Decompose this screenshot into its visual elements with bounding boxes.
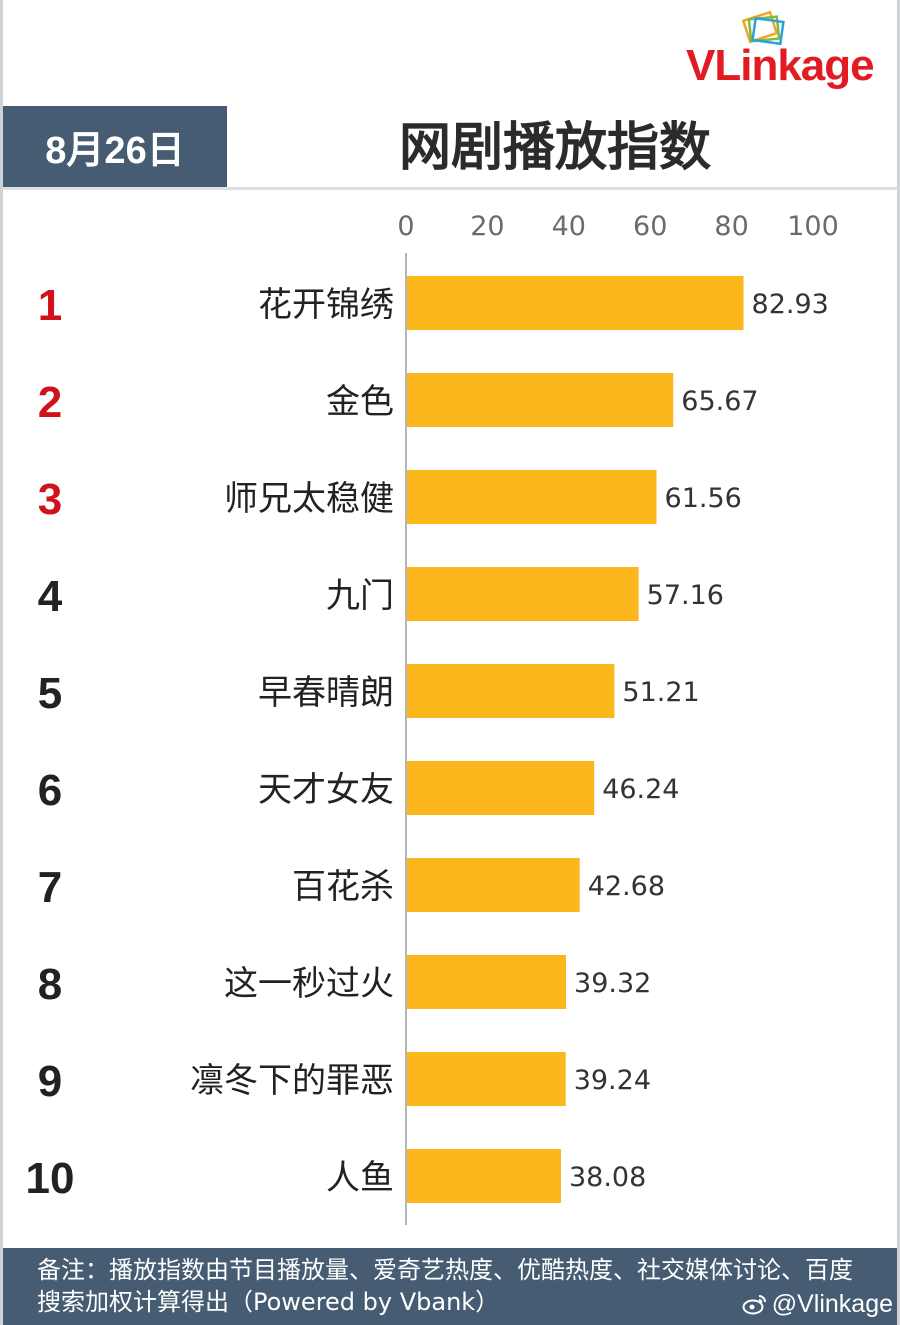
rank-label: 10 <box>26 1154 75 1203</box>
category-label: 金色 <box>326 382 394 422</box>
rank-label: 7 <box>38 863 62 912</box>
x-tick-label: 20 <box>470 211 504 242</box>
chart-title: 网剧播放指数 <box>398 118 711 178</box>
value-label: 39.32 <box>574 968 651 999</box>
category-label: 百花杀 <box>292 867 394 907</box>
bar <box>407 470 657 524</box>
category-label: 人鱼 <box>326 1158 394 1198</box>
value-label: 65.67 <box>681 386 758 417</box>
rank-label: 2 <box>38 378 62 427</box>
category-label: 天才女友 <box>258 770 394 810</box>
value-label: 61.56 <box>665 483 742 514</box>
category-label: 师兄太稳健 <box>224 479 394 519</box>
category-label: 这一秒过火 <box>224 964 394 1004</box>
category-label: 九门 <box>326 576 394 616</box>
bar <box>407 664 615 718</box>
bar <box>407 1149 561 1203</box>
logo-card-icon <box>741 10 785 46</box>
logo-wordmark: VLinkage <box>686 41 875 90</box>
rank-label: 5 <box>38 669 62 718</box>
chart-row: 1 花开锦绣 82.93 <box>38 276 829 330</box>
category-label: 凛冬下的罪恶 <box>190 1061 394 1101</box>
x-tick-label: 0 <box>397 211 414 242</box>
bar <box>407 373 674 427</box>
category-label: 早春晴朗 <box>258 673 394 713</box>
value-label: 57.16 <box>647 580 724 611</box>
rank-label: 4 <box>38 572 63 621</box>
x-axis-ticks: 0 20 40 60 80 100 <box>397 211 838 242</box>
chart-rows: 1 花开锦绣 82.93 2 金色 65.67 3 师兄太稳健 61.56 4 九门 57.16 5 早春… <box>26 276 829 1203</box>
x-tick-label: 40 <box>552 211 586 242</box>
bar <box>407 567 639 621</box>
value-label: 46.24 <box>602 774 679 805</box>
vlinkage-logo: VLinkage <box>686 8 896 90</box>
chart-row: 2 金色 65.67 <box>38 373 759 427</box>
rank-label: 8 <box>38 960 62 1009</box>
chart-row: 3 师兄太稳健 61.56 <box>38 470 742 524</box>
bar <box>407 761 595 815</box>
x-tick-label: 60 <box>633 211 667 242</box>
x-tick-label: 80 <box>714 211 748 242</box>
date-badge: 8月26日 <box>3 106 227 187</box>
value-label: 38.08 <box>569 1162 646 1193</box>
x-tick-label: 100 <box>787 211 839 242</box>
chart-row: 5 早春晴朗 51.21 <box>38 664 700 718</box>
bar <box>407 276 744 330</box>
rank-label: 6 <box>38 766 62 815</box>
handle-text: @Vlinkage <box>771 1290 893 1318</box>
chart-row: 10 人鱼 38.08 <box>26 1149 646 1203</box>
chart-row: 7 百花杀 42.68 <box>38 858 665 912</box>
frame-left <box>0 0 3 1325</box>
chart-row: 6 天才女友 46.24 <box>38 761 679 815</box>
footer-banner: 备注：播放指数由节目播放量、爱奇艺热度、优酷热度、社交媒体讨论、百度搜索加权计算… <box>3 1248 897 1325</box>
header-divider <box>3 187 897 190</box>
rank-label: 1 <box>38 281 62 330</box>
weibo-handle: @Vlinkage <box>742 1289 893 1319</box>
bar-chart: 0 20 40 60 80 100 1 花开锦绣 82.93 2 金色 65.67 3 师兄太稳健 61.… <box>26 211 839 1225</box>
value-label: 82.93 <box>752 289 829 320</box>
date-label: 8月26日 <box>45 130 185 172</box>
chart-row: 4 九门 57.16 <box>38 567 724 621</box>
footer-note: 备注：播放指数由节目播放量、爱奇艺热度、优酷热度、社交媒体讨论、百度搜索加权计算… <box>37 1256 853 1316</box>
value-label: 42.68 <box>588 871 665 902</box>
frame-right <box>897 0 900 1325</box>
value-label: 51.21 <box>622 677 699 708</box>
value-label: 39.24 <box>574 1065 651 1096</box>
bar <box>407 858 580 912</box>
category-label: 花开锦绣 <box>258 285 394 325</box>
rank-label: 9 <box>38 1057 62 1106</box>
bar <box>407 1052 566 1106</box>
bar <box>407 955 567 1009</box>
chart-row: 9 凛冬下的罪恶 39.24 <box>38 1052 651 1106</box>
rank-label: 3 <box>38 475 62 524</box>
chart-row: 8 这一秒过火 39.32 <box>38 955 651 1009</box>
weibo-icon <box>742 1295 766 1315</box>
